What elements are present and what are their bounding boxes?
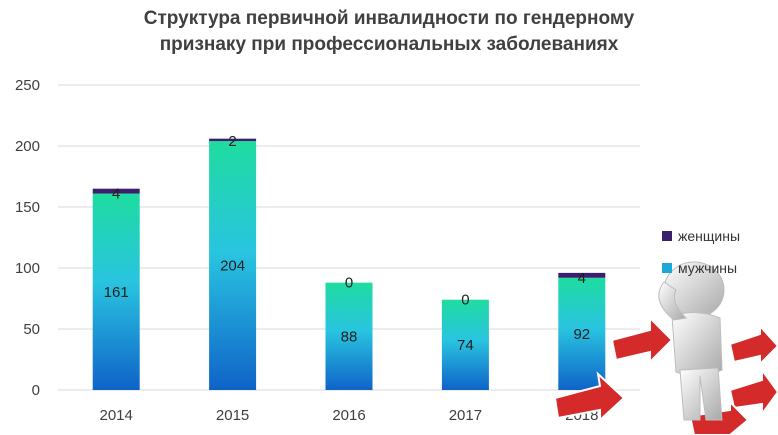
red-arrow-shape	[553, 371, 626, 423]
legend-item-men: мужчины	[662, 258, 740, 278]
y-tick-label: 200	[15, 138, 40, 155]
bar-women	[558, 272, 606, 278]
bar-men	[209, 141, 257, 390]
red-arrow-shape	[728, 323, 778, 367]
legend-swatch-men	[662, 263, 672, 273]
bar-men	[92, 193, 140, 390]
y-tick-label: 0	[32, 382, 40, 399]
x-category-label: 2014	[100, 407, 133, 424]
chart-title-line-2: признаку при профессиональных заболевани…	[159, 34, 619, 55]
x-category-label: 2015	[216, 407, 249, 424]
data-label-men: 74	[457, 337, 474, 354]
red-arrow-shape	[610, 315, 674, 365]
data-label-women: 4	[578, 270, 586, 287]
x-category-label: 2016	[332, 407, 365, 424]
legend-label-men: мужчины	[678, 260, 738, 276]
data-label-women: 4	[112, 186, 120, 203]
legend-swatch-women	[662, 231, 672, 241]
bar-men	[325, 282, 373, 390]
y-tick-label: 50	[23, 321, 40, 338]
thinking-figure-illustration	[553, 261, 778, 435]
legend-item-women: женщины	[662, 226, 740, 246]
chart-title-line-1: Структура первичной инвалидности по генд…	[143, 8, 635, 29]
legend-label-women: женщины	[678, 228, 741, 244]
bar-women	[209, 138, 257, 142]
data-label-women: 0	[461, 292, 469, 309]
chart-legend: женщины мужчины	[662, 226, 740, 290]
data-label-men: 88	[341, 328, 358, 345]
figure-legs	[679, 367, 723, 421]
bar-women	[92, 188, 140, 194]
y-tick-label: 100	[15, 260, 40, 277]
y-tick-label: 250	[15, 77, 40, 94]
data-label-men: 92	[573, 326, 590, 343]
figure-arm	[658, 281, 688, 321]
data-label-men: 204	[220, 258, 245, 275]
chart-title: Структура первичной инвалидности по генд…	[0, 6, 778, 58]
y-tick-label: 150	[15, 199, 40, 216]
figure-body	[671, 312, 723, 376]
data-label-women: 0	[345, 275, 353, 292]
red-arrow-shape	[728, 366, 778, 418]
data-label-men: 161	[104, 284, 129, 301]
bar-men	[441, 299, 489, 390]
bar-men	[558, 277, 606, 390]
x-category-label: 2017	[449, 407, 482, 424]
data-label-women: 2	[228, 133, 236, 150]
